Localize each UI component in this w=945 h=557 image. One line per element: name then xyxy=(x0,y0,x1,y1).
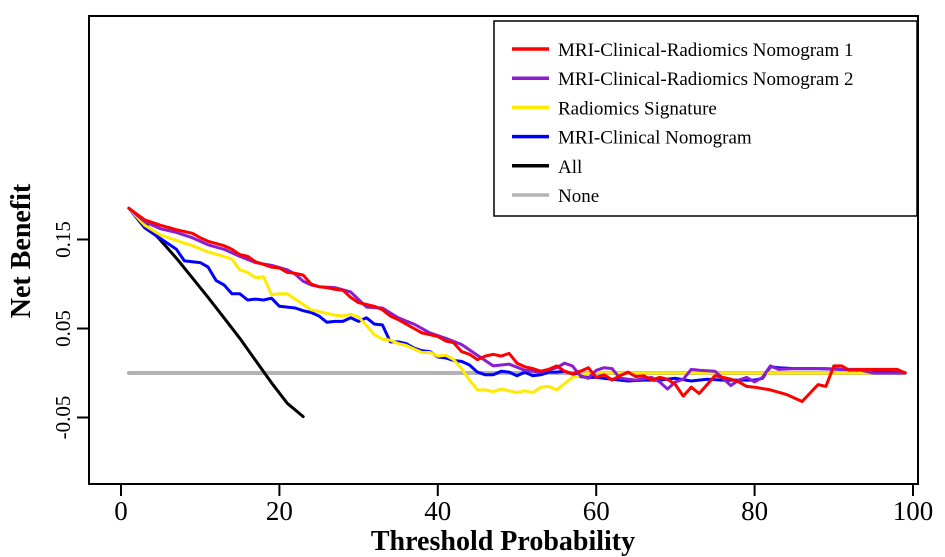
x-tick-label: 60 xyxy=(583,496,610,526)
series-lines xyxy=(126,206,908,419)
legend-label-mri-clinical-nomogram: MRI-Clinical Nomogram xyxy=(558,128,752,149)
legend-label-mri-clinical-radiomics-nomogram-1: MRI-Clinical-Radiomics Nomogram 1 xyxy=(558,40,854,61)
x-tick-label: 40 xyxy=(424,496,451,526)
legend-box xyxy=(493,20,918,217)
legend-label-none: None xyxy=(558,186,599,207)
x-tick-label: 100 xyxy=(893,496,934,526)
y-tick-label: -0.05 xyxy=(51,396,75,440)
y-axis: -0.05 0.05 0.15 xyxy=(51,221,89,439)
legend-label-mri-clinical-radiomics-nomogram-2: MRI-Clinical-Radiomics Nomogram 2 xyxy=(558,69,854,90)
legend: MRI-Clinical-Radiomics Nomogram 1 MRI-Cli… xyxy=(493,20,918,217)
legend-label-all: All xyxy=(558,157,582,178)
series-line-mri-clinical-nomogram xyxy=(127,206,907,383)
x-tick-label: 0 xyxy=(114,496,128,526)
x-tick-label: 20 xyxy=(266,496,293,526)
x-axis: 0 20 40 60 80 100 xyxy=(114,484,933,526)
y-axis-title: Net Benefit xyxy=(6,183,37,318)
y-tick-label: 0.05 xyxy=(51,310,75,347)
series-line-mri-clinical-radiomics-nomogram-1 xyxy=(127,206,907,403)
x-axis-title: Threshold Probability xyxy=(371,526,635,557)
x-tick-label: 80 xyxy=(741,496,768,526)
y-tick-label: 0.15 xyxy=(51,221,75,258)
legend-label-radiomics-signature: Radiomics Signature xyxy=(558,98,717,119)
series-line-mri-clinical-radiomics-nomogram-2 xyxy=(127,206,907,391)
series-line-radiomics-signature xyxy=(127,206,907,395)
series-line-all xyxy=(127,206,305,419)
plot-frame xyxy=(88,15,919,485)
